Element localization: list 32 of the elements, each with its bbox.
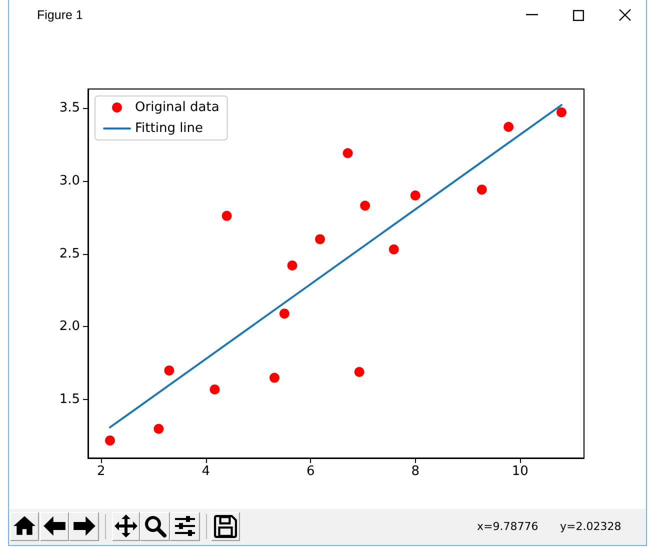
point <box>210 384 220 394</box>
text: x=9.78776 <box>477 520 538 533</box>
point <box>556 107 566 118</box>
point <box>354 366 364 377</box>
point <box>388 244 399 254</box>
point <box>476 184 487 195</box>
point <box>342 148 353 158</box>
legend-label: Fitting line <box>135 121 204 136</box>
point <box>269 372 280 383</box>
x-tick-label: 8 <box>411 464 420 479</box>
point <box>315 234 326 244</box>
point <box>164 365 174 376</box>
point <box>222 210 232 221</box>
point <box>410 190 420 200</box>
y-tick-label: 1.5 <box>59 392 80 408</box>
y-tick-label: 3.5 <box>59 100 80 116</box>
x-tick-label: 2 <box>96 464 106 479</box>
x-tick-label: 6 <box>306 464 315 479</box>
point <box>360 200 370 211</box>
y-tick-label: 2.0 <box>59 319 80 334</box>
caption: Figure 1 <box>37 8 83 22</box>
y-tick-label: 3.0 <box>59 173 80 188</box>
x-tick-label: 4 <box>202 464 210 479</box>
legend-label: Original data <box>135 100 220 115</box>
point <box>287 260 298 270</box>
y-tick-label: 2.5 <box>59 246 80 262</box>
point <box>105 436 115 446</box>
x-tick-label: 10 <box>512 464 528 479</box>
point <box>154 424 164 434</box>
point <box>279 308 290 319</box>
point <box>504 122 514 132</box>
text: y=2.02328 <box>560 520 622 533</box>
